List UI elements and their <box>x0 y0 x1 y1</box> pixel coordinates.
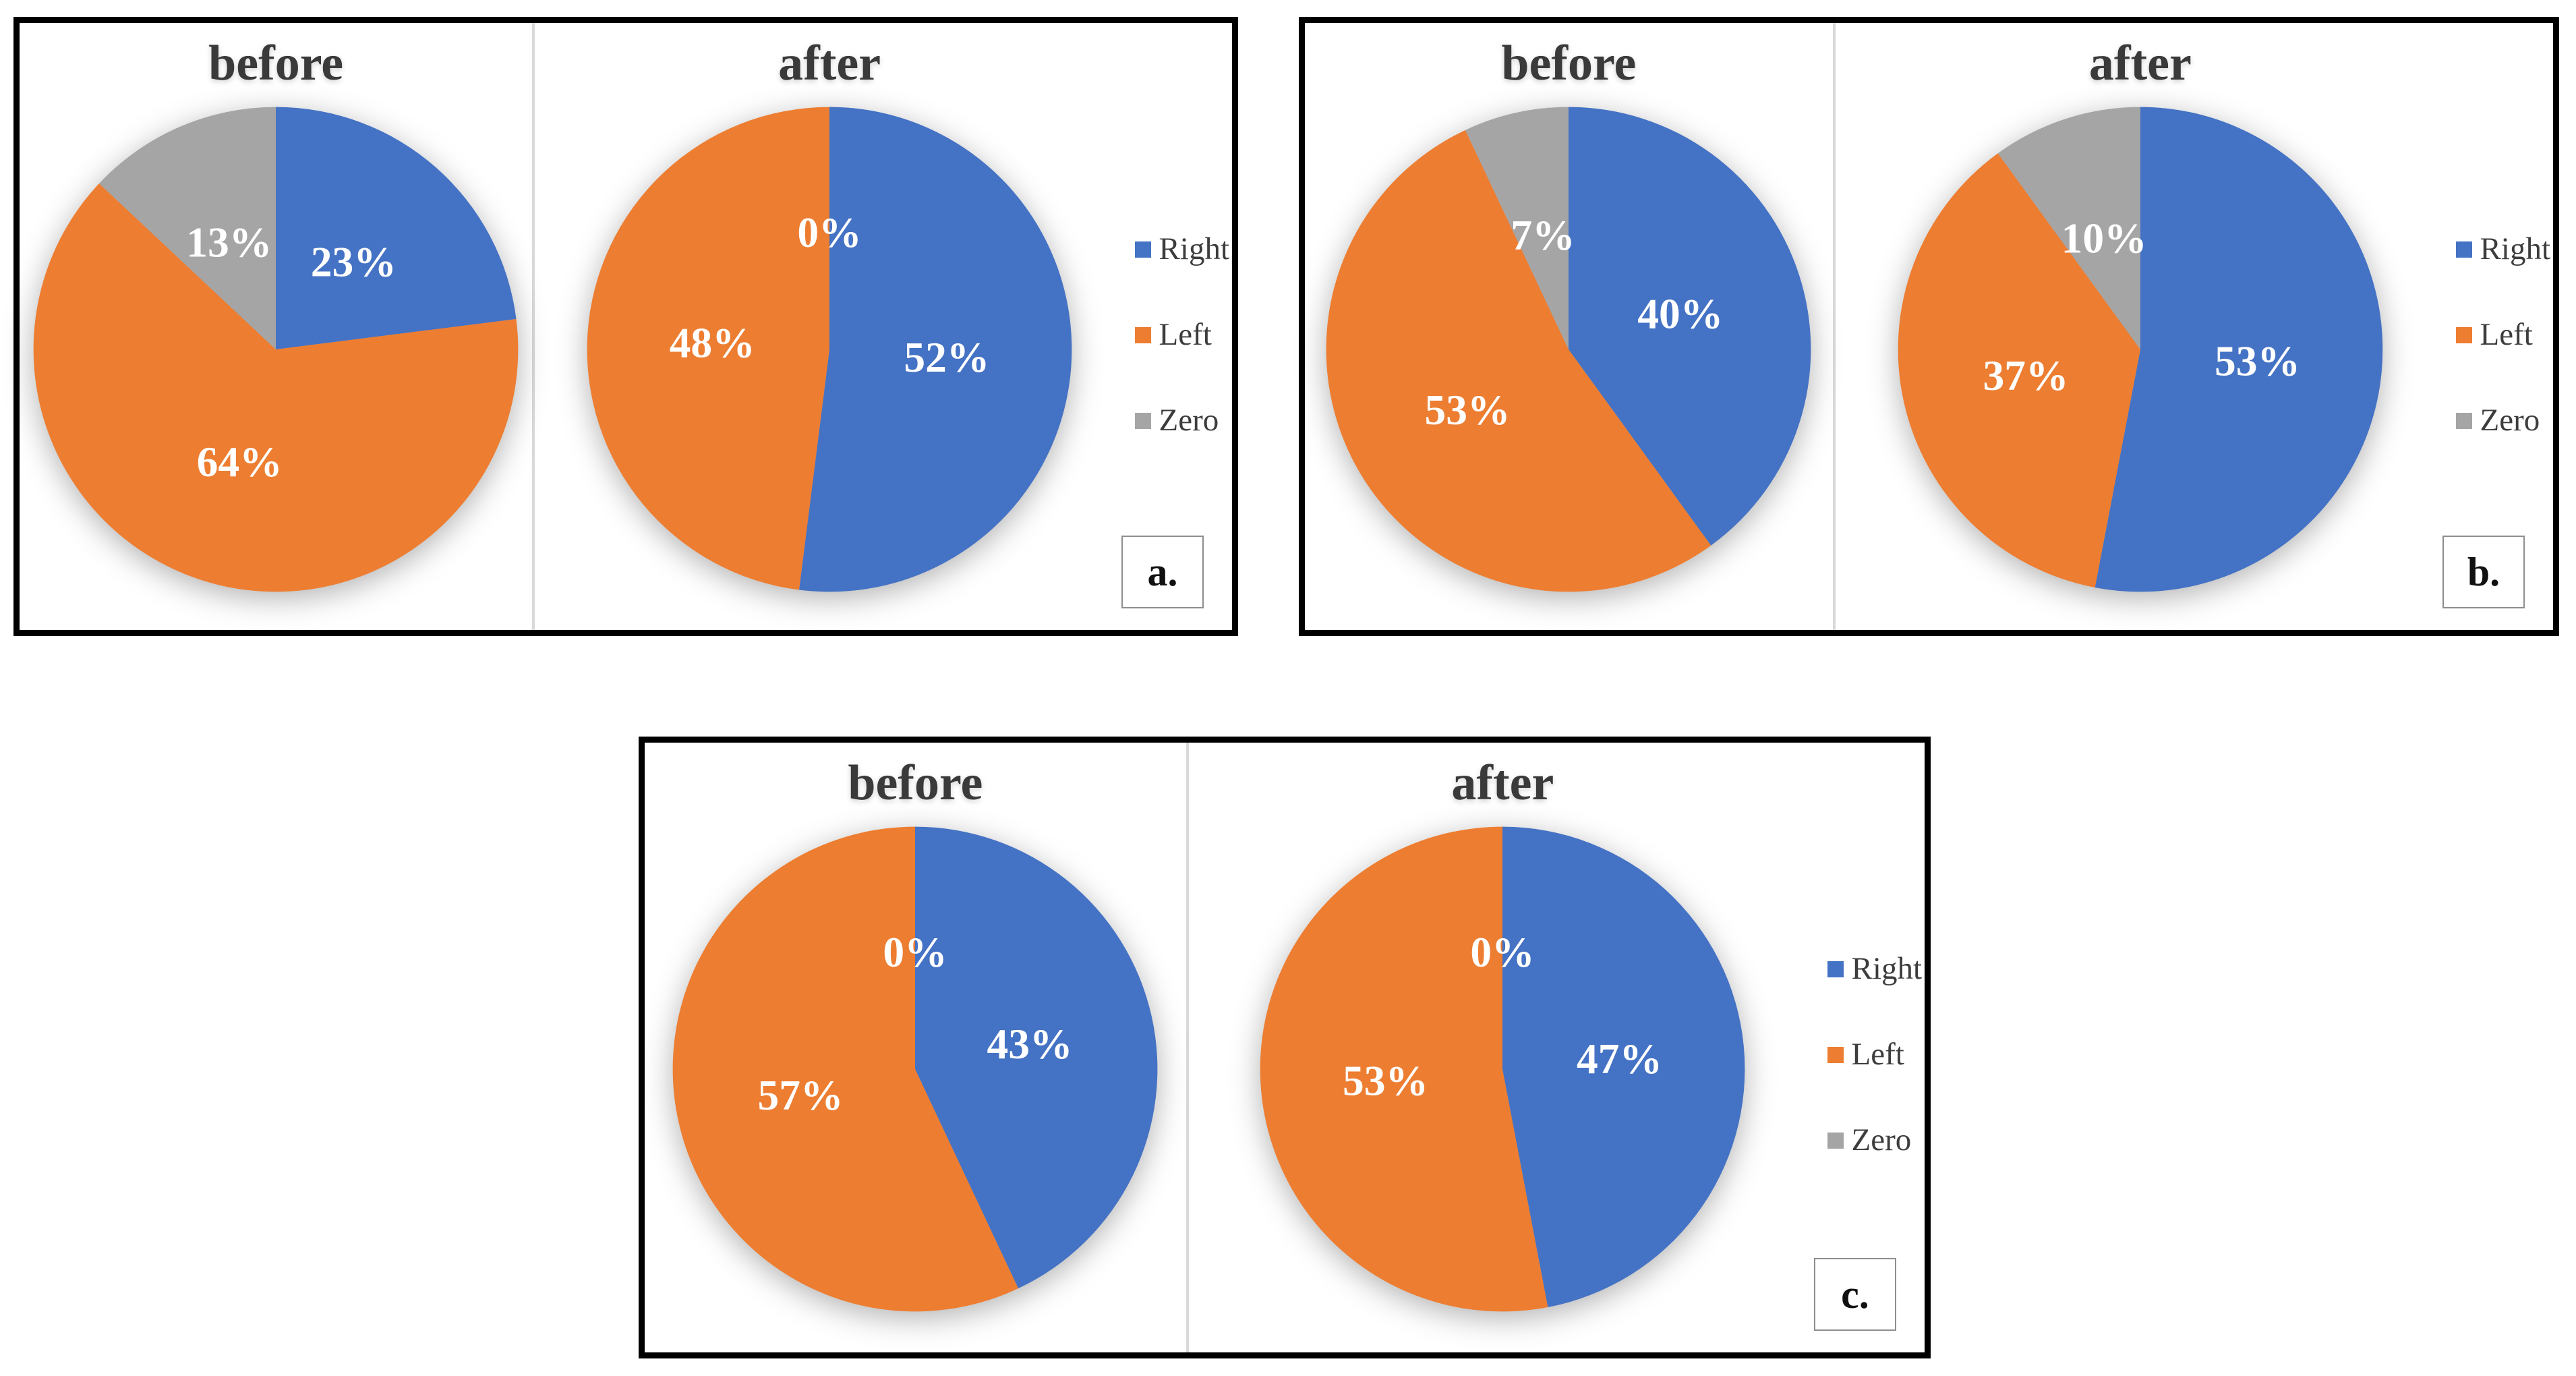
legend-item-zero: Zero <box>1827 1124 1922 1156</box>
panel-c-after-section: after 47% 53% 0% <box>1189 743 1925 1352</box>
pie-slice-left <box>1260 826 1548 1312</box>
chart-title-before: before <box>1501 36 1637 91</box>
pie-chart-c-before: 43% 57% 0% <box>672 826 1158 1312</box>
legend-swatch-zero-icon <box>2455 412 2472 429</box>
pie-slice-right <box>799 107 1072 592</box>
legend-label: Left <box>1851 1037 1904 1072</box>
panel-b-after-section: after 53% 37% 10% <box>1836 23 2553 630</box>
panel-tag-a: a. <box>1121 536 1204 608</box>
pie-label-right: 47% <box>1577 1035 1662 1083</box>
chart-title-after: after <box>778 36 881 91</box>
pie-slice-zero <box>99 107 276 350</box>
panel-a-after-section: after 52% 48% 0% <box>535 23 1232 630</box>
legend-label: Zero <box>1851 1122 1912 1157</box>
panel-tag-c: c. <box>1814 1258 1896 1331</box>
legend-label: Left <box>1159 317 1212 352</box>
panel-tag-label: c. <box>1841 1271 1869 1317</box>
pie-chart-b-after: 53% 37% 10% <box>1898 107 2383 592</box>
legend-item-left: Left <box>2455 317 2550 352</box>
legend: Right Left Zero <box>1827 953 1922 1156</box>
pie-label-right: 52% <box>904 333 989 381</box>
legend-swatch-left-icon <box>2455 326 2472 343</box>
panel-tag-label: b. <box>2467 549 2500 594</box>
pie-slice-right <box>1569 107 1811 546</box>
pie-slice-left <box>1898 153 2140 588</box>
panel-a-before-section: before 23% 64% 13% <box>20 23 535 630</box>
pie-slice-right <box>276 107 517 350</box>
pie-chart-a-after: 52% 48% 0% <box>587 107 1072 592</box>
legend-label: Right <box>2480 231 2550 266</box>
pie-slice-zero <box>1465 107 1569 350</box>
pie-label-zero: 0% <box>883 928 947 976</box>
legend-item-right: Right <box>2455 231 2550 266</box>
chart-title-after: after <box>1451 755 1554 811</box>
pie-label-zero: 13% <box>186 218 272 266</box>
pie-label-left: 37% <box>1983 351 2068 399</box>
pie-label-zero: 7% <box>1511 211 1575 259</box>
pie-label-zero: 10% <box>2061 214 2146 262</box>
panel-b-before-section: before 40% 53% 7% <box>1305 23 1836 630</box>
pie-label-zero: 0% <box>797 208 861 256</box>
pie-slice-right <box>1502 826 1745 1308</box>
pie-chart-a-before: 23% 64% 13% <box>33 107 519 592</box>
pie-label-right: 53% <box>2215 337 2300 385</box>
legend-swatch-right-icon <box>1134 241 1151 258</box>
panel-b: before 40% 53% 7% after 53% 37% 10% Right Le… <box>1299 17 2559 636</box>
legend-item-zero: Zero <box>1134 403 1229 438</box>
pie-label-right: 23% <box>311 238 397 286</box>
panel-a: before 23% 64% 13% after 52% 48% 0% Right Le… <box>13 17 1238 636</box>
pie-label-left: 53% <box>1425 386 1511 434</box>
pie-label-left: 53% <box>1343 1057 1428 1105</box>
pie-chart-c-after: 47% 53% 0% <box>1260 826 1745 1312</box>
legend-swatch-zero-icon <box>1827 1132 1844 1149</box>
pie-slice-right <box>2095 107 2383 592</box>
panel-c-before-section: before 43% 57% 0% <box>645 743 1189 1352</box>
panel-tag-b: b. <box>2442 536 2525 608</box>
pie-label-left: 57% <box>758 1071 844 1119</box>
legend-item-right: Right <box>1134 231 1229 266</box>
pie-label-left: 64% <box>197 438 283 486</box>
legend-swatch-left-icon <box>1827 1046 1844 1063</box>
legend-label: Zero <box>1159 403 1219 438</box>
legend: Right Left Zero <box>2455 231 2550 438</box>
pie-label-zero: 0% <box>1471 928 1535 976</box>
pie-label-right: 40% <box>1638 289 1724 337</box>
legend-item-right: Right <box>1827 953 1922 985</box>
legend-swatch-zero-icon <box>1134 412 1151 429</box>
chart-title-before: before <box>208 36 344 91</box>
pie-slice-right <box>915 826 1158 1289</box>
pie-slice-left <box>587 107 830 590</box>
legend-label: Right <box>1851 951 1922 986</box>
pie-label-left: 48% <box>670 318 755 366</box>
panel-tag-label: a. <box>1147 549 1178 594</box>
legend-swatch-right-icon <box>1827 961 1844 977</box>
chart-title-before: before <box>848 755 983 811</box>
legend-item-left: Left <box>1827 1039 1922 1070</box>
pie-slice-left <box>672 826 1019 1312</box>
legend-item-left: Left <box>1134 317 1229 352</box>
pie-slice-left <box>33 183 519 592</box>
pie-slice-left <box>1326 130 1711 592</box>
panel-c: before 43% 57% 0% after 47% 53% 0% Right Lef… <box>639 737 1931 1358</box>
pie-chart-b-before: 40% 53% 7% <box>1326 107 1811 592</box>
legend: Right Left Zero <box>1134 231 1229 438</box>
pie-label-right: 43% <box>987 1020 1073 1068</box>
legend-label: Left <box>2480 317 2533 352</box>
legend-label: Zero <box>2480 403 2540 438</box>
legend-swatch-left-icon <box>1134 326 1151 343</box>
legend-swatch-right-icon <box>2455 241 2472 258</box>
chart-title-after: after <box>2088 36 2192 91</box>
legend-item-zero: Zero <box>2455 403 2550 438</box>
pie-slice-zero <box>1997 107 2140 350</box>
legend-label: Right <box>1159 231 1229 266</box>
